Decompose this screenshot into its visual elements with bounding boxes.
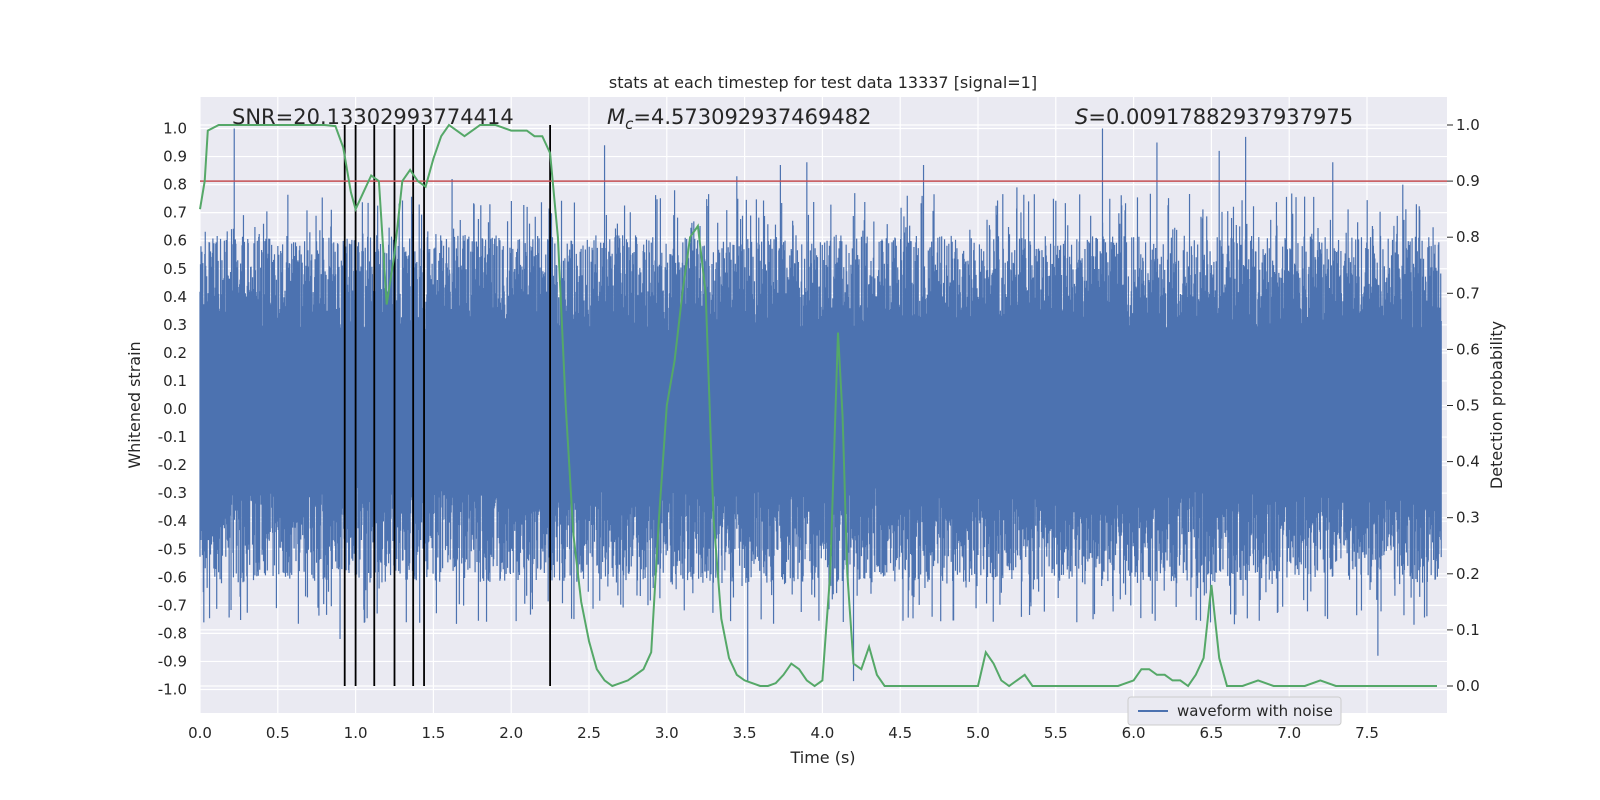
- y-tick-label: -0.8: [158, 624, 187, 642]
- x-tick-label: 4.0: [810, 724, 834, 742]
- y-tick-label: 0.0: [163, 400, 187, 418]
- y2-tick-label: 0.1: [1456, 621, 1480, 639]
- y-tick-label: -0.3: [158, 484, 187, 502]
- y2-tick-label: 0.6: [1456, 340, 1480, 358]
- s-annotation: S=0.00917882937937975: [1075, 105, 1353, 129]
- y-tick-label: 0.3: [163, 316, 187, 334]
- y-tick-label: 0.1: [163, 372, 187, 390]
- legend-box: [1127, 696, 1342, 726]
- y2-axis-label: Detection probability: [1487, 321, 1506, 489]
- x-tick-label: 0.0: [188, 724, 212, 742]
- y-tick-label: 0.9: [163, 148, 187, 166]
- y-axis-label: Whitened strain: [125, 341, 144, 468]
- x-tick-label: 5.0: [966, 724, 990, 742]
- y-tick-label: 1.0: [163, 120, 187, 138]
- x-tick-label: 7.0: [1277, 724, 1301, 742]
- chirp-mass-annotation: Mc=4.573092937469482: [607, 105, 871, 133]
- y2-tick-label: 0.8: [1456, 228, 1480, 246]
- marker-lines: [343, 125, 551, 686]
- y2-tick-label: 0.9: [1456, 172, 1480, 190]
- x-tick-label: 1.0: [344, 724, 368, 742]
- x-tick-label: 3.0: [655, 724, 679, 742]
- y-tick-label: 0.2: [163, 344, 187, 362]
- y-tick-label: 0.8: [163, 176, 187, 194]
- x-tick-label: 5.5: [1044, 724, 1068, 742]
- mc-subscript: c: [625, 115, 634, 133]
- x-tick-label: 2.5: [577, 724, 601, 742]
- y2-tick-label: 0.5: [1456, 397, 1480, 415]
- mc-value: =4.573092937469482: [633, 105, 871, 129]
- y-tick-label: -0.7: [158, 596, 187, 614]
- x-tick-label: 7.5: [1355, 724, 1379, 742]
- y-tick-label: -0.2: [158, 456, 187, 474]
- axes: 0.0 0.5 1.0 1.5 2.0 2.5 3.0 3.5 4.0 4.5 5.0 5.5 6.0 6…: [158, 116, 1480, 742]
- y-tick-label: -0.4: [158, 512, 187, 530]
- x-tick-label: 6.5: [1199, 724, 1223, 742]
- y-tick-label: 0.7: [163, 204, 187, 222]
- x-tick-label: 4.5: [888, 724, 912, 742]
- y-tick-label: 0.4: [163, 288, 187, 306]
- y2-tick-label: 0.2: [1456, 565, 1480, 583]
- y-tick-label: -0.6: [158, 568, 187, 586]
- x-tick-label: 2.0: [499, 724, 523, 742]
- s-symbol: S: [1075, 105, 1088, 129]
- mc-symbol: M: [607, 105, 625, 129]
- s-value: =0.00917882937937975: [1088, 105, 1353, 129]
- legend: waveform with noise: [1127, 696, 1342, 726]
- legend-label: waveform with noise: [1177, 702, 1333, 720]
- x-tick-label: 3.5: [733, 724, 757, 742]
- y-tick-label: -0.5: [158, 540, 187, 558]
- y2-tick-label: 0.7: [1456, 284, 1480, 302]
- probability-series: [199, 123, 1437, 688]
- y2-tick-label: 0.4: [1456, 453, 1480, 471]
- y-tick-label: 0.5: [163, 260, 187, 278]
- y2-tick-label: 0.0: [1456, 677, 1480, 695]
- y-tick-label: -1.0: [158, 681, 187, 699]
- x-axis-label: Time (s): [789, 748, 855, 767]
- snr-annotation: SNR=20.13302993774414: [232, 105, 514, 129]
- waveform-line: [199, 128, 1442, 682]
- chart-title: stats at each timestep for test data 133…: [609, 73, 1037, 92]
- probability-line: [199, 123, 1437, 688]
- y-tick-label: -0.9: [158, 652, 187, 670]
- x-tick-label: 0.5: [266, 724, 290, 742]
- y-tick-label: -0.1: [158, 428, 187, 446]
- x-tick-label: 1.5: [421, 724, 445, 742]
- y-tick-label: 0.6: [163, 232, 187, 250]
- y2-tick-label: 0.3: [1456, 509, 1480, 527]
- y2-tick-label: 1.0: [1456, 116, 1480, 134]
- x-tick-label: 6.0: [1122, 724, 1146, 742]
- waveform-series: [199, 128, 1442, 682]
